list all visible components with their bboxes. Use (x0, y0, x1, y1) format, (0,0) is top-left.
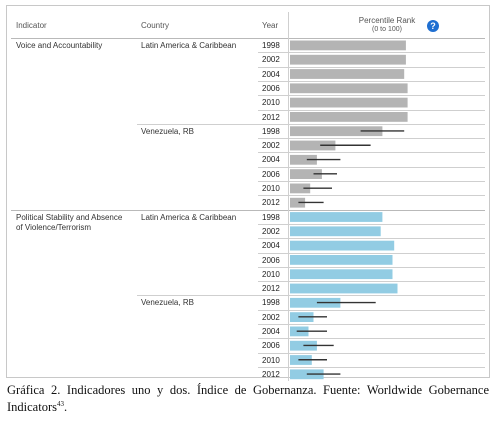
percentile-bar (290, 226, 381, 237)
caption-end: . (63, 400, 68, 415)
plot-left-border (288, 12, 289, 382)
group-separator (11, 209, 485, 211)
row-separator (258, 195, 485, 197)
row-separator (258, 52, 485, 54)
caption-footnote: 43 (56, 400, 64, 408)
indicator-label: Voice and Accountability (16, 41, 103, 50)
year-column-header: Year (262, 21, 279, 30)
percentile-bar (290, 40, 406, 51)
country-label: Venezuela, RB (141, 298, 194, 308)
year-label: 1998 (262, 126, 280, 136)
percentile-bar (290, 197, 306, 208)
row-separator (258, 80, 485, 82)
year-label: 2002 (262, 141, 280, 151)
year-label: 2004 (262, 241, 280, 251)
year-label: 2012 (262, 369, 280, 379)
year-label: 2010 (262, 184, 280, 193)
row-separator (258, 166, 485, 168)
row-separator (258, 366, 485, 368)
percentile-bar (290, 97, 408, 108)
caption-text: Gráfica 2. Indicadores uno y dos. Índice… (7, 383, 489, 415)
indicator-column-header: Indicator (16, 21, 47, 30)
percentile-bar (290, 54, 406, 65)
year-label: 2002 (262, 312, 280, 322)
year-label: 2006 (262, 169, 280, 179)
percentile-bar (290, 112, 408, 122)
row-separator (258, 281, 485, 283)
percentile-bar (290, 169, 322, 179)
row-separator (258, 181, 485, 182)
year-label: 2010 (262, 98, 280, 108)
year-label: 2012 (262, 284, 280, 294)
row-separator (258, 309, 485, 311)
percentile-bar (290, 269, 393, 280)
year-label: 2006 (262, 255, 280, 265)
percentile-bar (290, 255, 393, 265)
year-label: 2010 (262, 355, 280, 365)
year-label: 2002 (262, 226, 280, 236)
figure-caption: Gráfica 2. Indicadores uno y dos. Índice… (7, 383, 489, 414)
row-separator (258, 109, 485, 111)
country-separator (137, 295, 485, 297)
row-separator (258, 66, 485, 68)
year-label: 1998 (262, 298, 280, 308)
percentile-bar (290, 212, 383, 222)
row-separator (258, 338, 485, 340)
year-label: 2010 (262, 269, 280, 279)
question-icon[interactable]: ? (427, 20, 439, 32)
year-label: 1998 (262, 41, 280, 50)
percentile-bar (290, 140, 336, 151)
indicator-label: Political Stability and Absence of Viole… (16, 212, 123, 232)
country-label: Latin America & Caribbean (141, 212, 237, 222)
year-label: 2004 (262, 69, 280, 79)
country-label: Latin America & Caribbean (141, 41, 237, 50)
row-separator (258, 252, 485, 254)
year-label: 2012 (262, 198, 280, 208)
year-label: 1998 (262, 212, 280, 222)
percentile-bar (290, 240, 395, 251)
row-separator (258, 223, 485, 225)
country-label: Venezuela, RB (141, 126, 194, 136)
row-separator (258, 266, 485, 268)
row-separator (258, 352, 485, 354)
year-label: 2004 (262, 327, 280, 336)
row-separator (258, 238, 485, 240)
percentile-bar (290, 297, 341, 308)
year-label: 2002 (262, 55, 280, 65)
year-label: 2006 (262, 83, 280, 93)
row-separator (258, 95, 485, 97)
percentile-rank-range: (0 to 100) (372, 26, 402, 33)
percentile-bar (290, 154, 317, 165)
country-separator (137, 123, 485, 125)
header-separator (11, 38, 485, 39)
row-separator (258, 152, 485, 154)
year-label: 2006 (262, 341, 280, 351)
row-separator (258, 324, 485, 325)
percentile-bar (290, 126, 383, 137)
percentile-bar (290, 83, 408, 94)
row-separator (258, 138, 485, 140)
percentile-rank-header: Percentile Rank (358, 16, 416, 25)
country-column-header: Country (141, 21, 170, 30)
percentile-bar (290, 183, 311, 194)
percentile-bar (290, 283, 398, 294)
year-label: 2012 (262, 112, 280, 122)
percentile-bar (290, 69, 405, 79)
year-label: 2004 (262, 155, 280, 165)
